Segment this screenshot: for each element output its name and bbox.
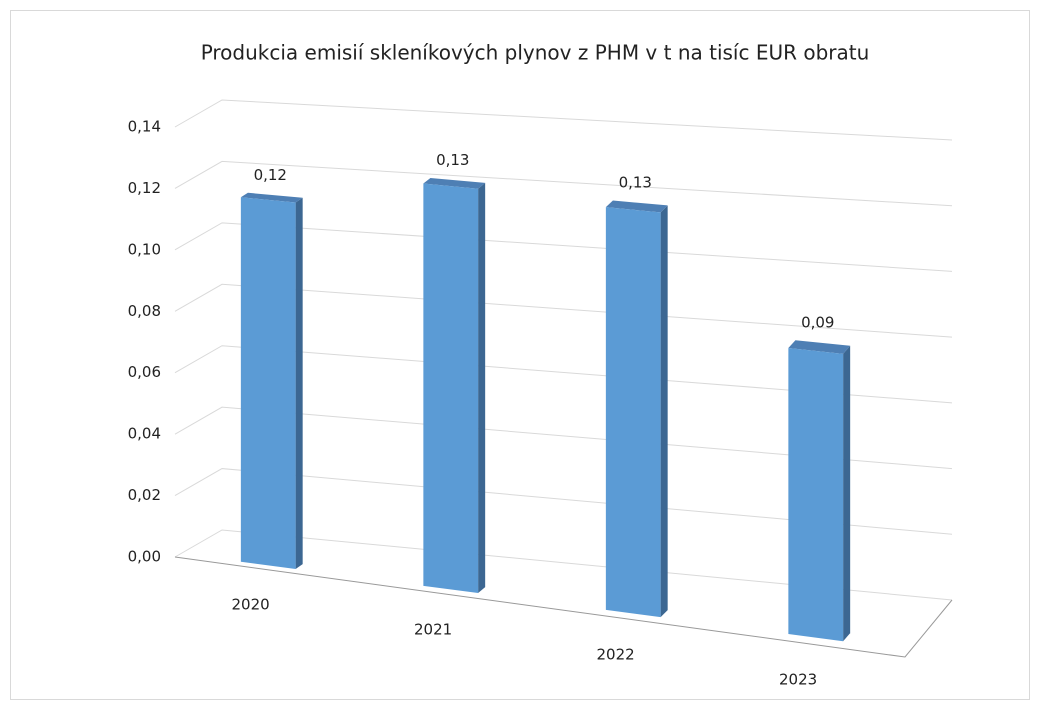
bar-top — [605, 200, 668, 213]
x-tick-label: 2020 — [232, 596, 270, 614]
y-tick-label: 0,02 — [128, 486, 161, 504]
bar-top — [240, 192, 303, 203]
bar-front — [240, 197, 296, 569]
y-tick-label: 0,14 — [128, 118, 161, 136]
y-tick-label: 0,06 — [128, 363, 161, 381]
data-label: 0,12 — [254, 166, 287, 184]
chart-frame — [10, 10, 1030, 700]
data-label: 0,13 — [436, 151, 469, 169]
y-tick-label: 0,10 — [128, 240, 161, 258]
bar — [788, 340, 851, 642]
grid-line — [174, 283, 953, 338]
y-tick-label: 0,08 — [128, 302, 161, 320]
bar-top — [788, 340, 851, 354]
x-tick-label: 2021 — [414, 621, 452, 639]
y-tick-label: 0,12 — [128, 179, 161, 197]
bar — [240, 192, 303, 569]
bar — [605, 200, 668, 618]
chart-title: Produkcia emisií skleníkových plynov z P… — [201, 41, 870, 65]
grid-line — [174, 468, 953, 535]
grid-line — [174, 345, 953, 404]
floor-edge — [174, 556, 953, 658]
bar-front — [605, 207, 661, 618]
bar-side — [478, 182, 486, 594]
bar-front — [788, 348, 844, 642]
grid-line — [174, 406, 953, 470]
grid-line — [174, 160, 953, 207]
data-label: 0,09 — [801, 313, 834, 331]
grid-line — [174, 222, 953, 272]
y-tick-label: 0,04 — [128, 425, 161, 443]
grid-line — [174, 529, 953, 601]
x-tick-label: 2023 — [779, 671, 817, 689]
x-tick-label: 2022 — [597, 646, 635, 664]
bar-side — [660, 205, 668, 618]
data-label: 0,13 — [619, 173, 652, 191]
bar — [423, 178, 486, 594]
bar-front — [423, 183, 479, 594]
bar-side — [843, 345, 851, 642]
grid-line — [174, 99, 953, 141]
y-tick-label: 0,00 — [128, 548, 161, 566]
bar-top — [423, 178, 486, 189]
bar-side — [295, 197, 303, 569]
